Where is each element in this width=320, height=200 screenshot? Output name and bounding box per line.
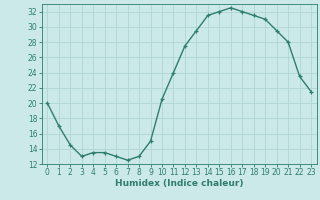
X-axis label: Humidex (Indice chaleur): Humidex (Indice chaleur) — [115, 179, 244, 188]
